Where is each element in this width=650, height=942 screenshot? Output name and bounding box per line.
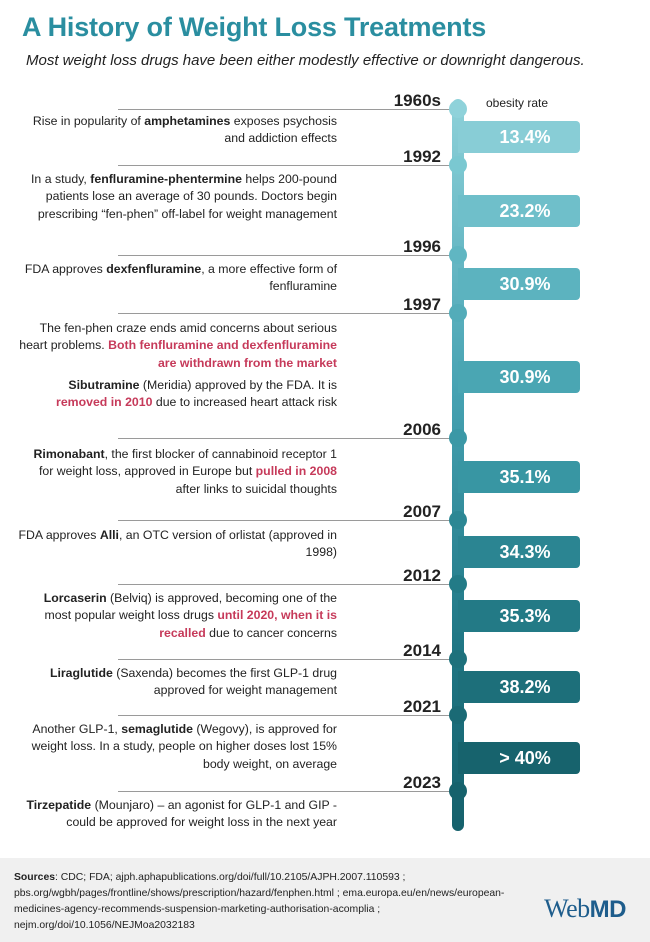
timeline-dot (449, 706, 467, 724)
timeline-separator (118, 584, 458, 585)
timeline-dot (449, 575, 467, 593)
event-description: Liraglutide (Saxenda) becomes the first … (49, 666, 337, 698)
event-description: In a study, fenfluramine-phentermine hel… (31, 172, 337, 221)
year-label: 2023 (403, 773, 441, 792)
obesity-rate-box: 35.3% (458, 600, 580, 632)
timeline-dot (449, 782, 467, 800)
sources-label: Sources (14, 872, 56, 883)
event-description: Lorcaserin (Belviq) is approved, becomin… (43, 591, 337, 640)
event-description: FDA approves dexfenfluramine, a more eff… (24, 262, 337, 294)
year-label: 1996 (403, 237, 441, 256)
timeline-separator (118, 438, 458, 439)
timeline-separator (118, 715, 458, 716)
year-label: 2007 (403, 502, 441, 521)
event-description: Tirzepatide (Mounjaro) – an agonist for … (26, 798, 337, 830)
year-label: 1960s (393, 91, 441, 110)
obesity-rate-box: > 40% (458, 742, 580, 774)
page-subtitle: Most weight loss drugs have been either … (26, 52, 585, 69)
event-description: Rise in popularity of amphetamines expos… (32, 114, 337, 146)
timeline-separator (118, 791, 458, 792)
obesity-rate-box: 30.9% (458, 361, 580, 393)
event-description: FDA approves Alli, an OTC version of orl… (18, 528, 337, 560)
timeline-separator (118, 313, 458, 314)
timeline-dot (449, 429, 467, 447)
event-description: Sibutramine (Meridia) approved by the FD… (56, 378, 337, 410)
year-label: 2014 (403, 641, 441, 660)
obesity-rate-box: 38.2% (458, 671, 580, 703)
timeline-separator (118, 255, 458, 256)
event-description: The fen-phen craze ends amid concerns ab… (19, 321, 337, 370)
timeline-dot (449, 511, 467, 529)
timeline-dot (449, 156, 467, 174)
obesity-rate-box: 34.3% (458, 536, 580, 568)
year-label: 2006 (403, 420, 441, 439)
obesity-rate-box: 30.9% (458, 268, 580, 300)
year-label: 2012 (403, 566, 441, 585)
page-title: A History of Weight Loss Treatments (22, 12, 487, 42)
timeline-separator (118, 659, 458, 660)
year-label: 1997 (403, 295, 441, 314)
logo-md-text: MD (589, 896, 627, 923)
timeline-dot (449, 650, 467, 668)
event-description: Rimonabant, the first blocker of cannabi… (33, 447, 337, 496)
timeline-dot (449, 304, 467, 322)
timeline-separator (118, 520, 458, 521)
obesity-rate-box: 13.4% (458, 121, 580, 153)
sources-list: : CDC; FDA; ajph.aphapublications.org/do… (14, 872, 505, 931)
sources-text: Sources: CDC; FDA; ajph.aphapublications… (14, 870, 514, 934)
webmd-logo: WebMD (544, 894, 626, 924)
sources-footer: Sources: CDC; FDA; ajph.aphapublications… (0, 858, 650, 942)
timeline-dot (449, 100, 467, 118)
obesity-rate-box: 23.2% (458, 195, 580, 227)
event-description: Another GLP-1, semaglutide (Wegovy), is … (31, 722, 337, 771)
obesity-rate-label: obesity rate (486, 96, 549, 110)
timeline-separator (118, 165, 458, 166)
timeline-dot (449, 246, 467, 264)
logo-web-text: Web (544, 894, 590, 923)
obesity-rate-box: 35.1% (458, 461, 580, 493)
timeline-separator (118, 109, 458, 110)
year-label: 2021 (403, 697, 441, 716)
year-label: 1992 (403, 147, 441, 166)
